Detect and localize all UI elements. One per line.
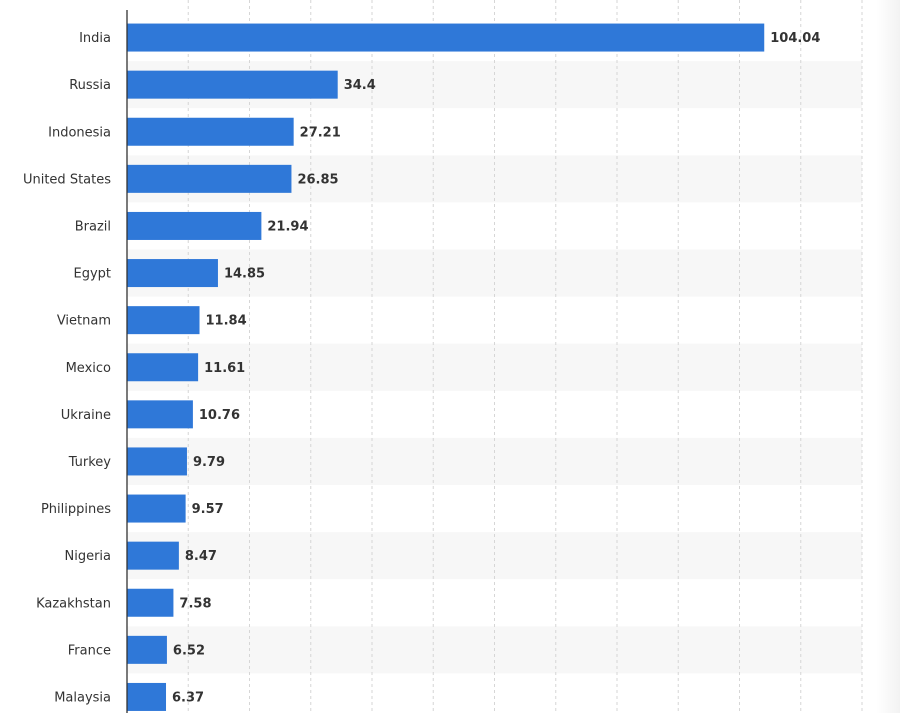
- category-label: Mexico: [66, 361, 111, 376]
- bar[interactable]: [127, 541, 179, 570]
- category-label: Russia: [69, 78, 111, 93]
- category-label: Turkey: [68, 455, 112, 470]
- value-label: 6.37: [172, 690, 204, 705]
- value-label: 7.58: [179, 596, 211, 611]
- bar[interactable]: [127, 164, 292, 193]
- bar[interactable]: [127, 353, 199, 382]
- category-label: United States: [23, 172, 111, 187]
- value-label: 14.85: [224, 267, 265, 282]
- bar[interactable]: [127, 588, 174, 617]
- category-label: France: [68, 643, 111, 658]
- bar[interactable]: [127, 306, 200, 335]
- bar[interactable]: [127, 117, 294, 146]
- category-labels: India Russia Indonesia United States Brazil E…: [23, 31, 111, 705]
- value-label: 6.52: [173, 643, 205, 658]
- value-labels: 104.04 34.4 27.21 26.85 21.94 14.85 11.84 11.61…: [172, 31, 820, 705]
- bar[interactable]: [127, 682, 167, 711]
- value-label: 9.57: [192, 502, 224, 517]
- value-label: 27.21: [300, 125, 341, 140]
- value-label: 10.76: [199, 408, 240, 423]
- gridlines: [187, 0, 863, 713]
- bar[interactable]: [127, 211, 262, 240]
- category-label: Ukraine: [61, 408, 111, 423]
- value-label: 21.94: [267, 219, 308, 234]
- value-label: 11.84: [206, 314, 247, 329]
- bar[interactable]: [127, 23, 765, 52]
- category-label: Philippines: [41, 502, 111, 517]
- value-label: 11.61: [204, 361, 245, 376]
- value-label: 34.4: [344, 78, 376, 93]
- category-label: Indonesia: [48, 125, 111, 140]
- bar[interactable]: [127, 447, 187, 476]
- bars: [127, 23, 765, 711]
- bar[interactable]: [127, 494, 186, 523]
- value-label: 104.04: [770, 31, 820, 46]
- bar[interactable]: [127, 400, 193, 429]
- category-label: Kazakhstan: [36, 596, 111, 611]
- bar[interactable]: [127, 259, 218, 288]
- category-label: Nigeria: [64, 549, 111, 564]
- value-label: 9.79: [193, 455, 225, 470]
- bar[interactable]: [127, 70, 338, 99]
- category-label: India: [79, 31, 111, 46]
- value-label: 26.85: [297, 172, 338, 187]
- category-label: Vietnam: [57, 314, 111, 329]
- category-label: Egypt: [73, 267, 111, 282]
- category-label: Malaysia: [54, 690, 111, 705]
- bar[interactable]: [127, 635, 167, 664]
- value-label: 8.47: [185, 549, 217, 564]
- category-label: Brazil: [75, 219, 111, 234]
